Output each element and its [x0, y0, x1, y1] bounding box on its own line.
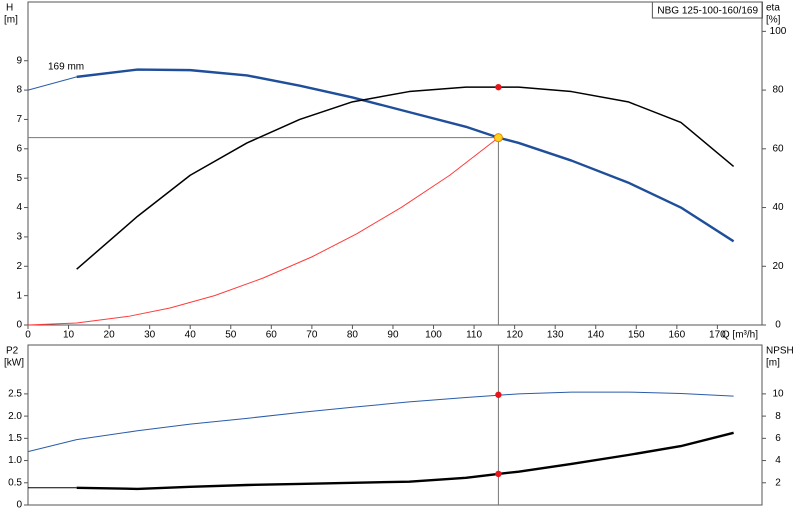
curve	[27, 391, 734, 453]
operating-point	[495, 83, 502, 91]
y-tick-label: 7	[16, 114, 22, 125]
y-tick-label: 3	[16, 232, 22, 243]
y-tick-label: 1.0	[8, 455, 22, 466]
x-tick-label: 30	[144, 330, 156, 341]
x-tick-label: 80	[347, 330, 359, 341]
y2-tick-label: 80	[772, 85, 784, 96]
curve	[76, 68, 735, 243]
x-tick-label: 170	[709, 330, 726, 341]
chart-title: NBG 125-100-160/169	[657, 6, 758, 17]
y2-tick-label: 6	[775, 433, 781, 444]
y2-tick-label: 10	[772, 389, 784, 400]
y-tick-label: 2.0	[8, 411, 22, 422]
y-axis-label: H	[6, 3, 13, 14]
x-tick-label: 20	[104, 330, 116, 341]
curve	[76, 431, 734, 491]
y-tick-label: 2.5	[8, 389, 22, 400]
plot-frame	[27, 344, 763, 506]
curve	[27, 137, 499, 326]
operating-point	[493, 133, 503, 143]
plot-frame	[27, 1, 763, 326]
y-tick-label: 8	[16, 85, 22, 96]
operating-point	[495, 391, 502, 398]
y-tick-label: 4	[16, 202, 22, 213]
curve	[27, 76, 77, 91]
x-tick-label: 150	[628, 330, 645, 341]
y-tick-label: 0.5	[8, 477, 22, 488]
x-tick-label: 10	[63, 330, 75, 341]
y-tick-label: 9	[16, 55, 22, 66]
y2-axis-unit: [%]	[766, 15, 781, 26]
x-tick-label: 110	[466, 330, 482, 341]
y2-tick-label: 4	[775, 455, 781, 466]
y2-tick-label: 40	[772, 202, 784, 213]
x-tick-label: 160	[668, 330, 685, 341]
y-tick-label: 6	[16, 143, 22, 154]
y2-tick-label: 2	[775, 477, 781, 488]
x-tick-label: 120	[506, 330, 523, 341]
y2-axis-label: NPSH	[766, 346, 794, 357]
x-tick-label: 140	[587, 330, 604, 341]
y-tick-label: 1.5	[8, 433, 22, 444]
y-tick-label: 1	[16, 290, 22, 301]
y-axis-label: P2	[6, 346, 19, 357]
y-tick-label: 2	[16, 261, 22, 272]
title-box	[651, 1, 763, 19]
x-tick-label: 100	[425, 330, 442, 341]
y2-axis-unit: [m]	[766, 358, 780, 369]
curve	[76, 86, 735, 270]
y-axis-unit: [m]	[4, 15, 18, 26]
y2-tick-label: 8	[775, 411, 781, 422]
x-tick-label: 40	[185, 330, 197, 341]
x-tick-label: 0	[25, 330, 31, 341]
y-axis-unit: [kW]	[4, 358, 24, 369]
x-tick-label: 60	[266, 330, 278, 341]
x-tick-label: 70	[306, 330, 318, 341]
x-axis-label: Q [m³/h]	[722, 330, 758, 341]
y-tick-label: 5	[16, 173, 22, 184]
y2-tick-label: 100	[770, 26, 787, 37]
y-tick-label: 0	[16, 500, 22, 511]
y2-axis-label: eta	[766, 3, 780, 14]
y-tick-label: 0	[16, 320, 22, 331]
y2-tick-label: 0	[775, 320, 781, 331]
curve-label: 169 mm	[48, 62, 84, 73]
x-tick-label: 50	[225, 330, 237, 341]
y2-tick-label: 60	[772, 143, 784, 154]
operating-point	[495, 470, 502, 478]
x-tick-label: 90	[387, 330, 399, 341]
y2-tick-label: 20	[772, 261, 784, 272]
x-tick-label: 130	[547, 330, 564, 341]
